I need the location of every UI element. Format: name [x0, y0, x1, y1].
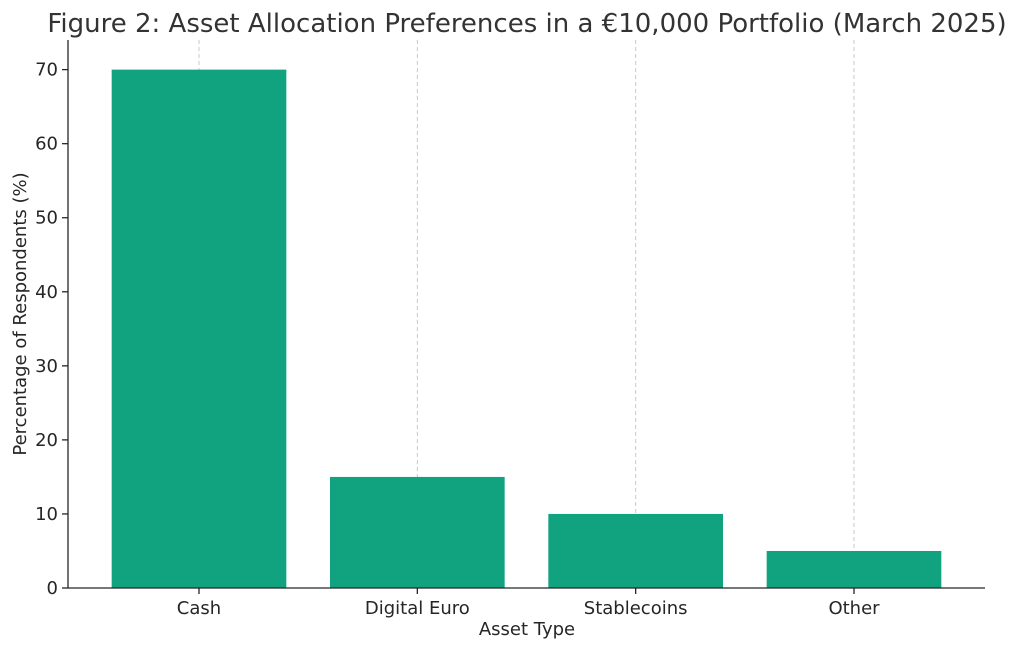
x-axis-label: Asset Type: [479, 619, 575, 640]
x-tick-label: Cash: [177, 598, 221, 619]
y-tick-label: 20: [35, 430, 58, 451]
y-axis-label: Percentage of Respondents (%): [10, 172, 31, 455]
x-tick-label: Digital Euro: [365, 598, 470, 619]
bar-cash: [111, 69, 287, 588]
y-ticks: 0 10 20 30 40 50 60 70: [35, 60, 68, 599]
y-tick-label: 40: [35, 282, 58, 303]
y-tick-label: 0: [47, 578, 58, 599]
bar-other: [766, 550, 942, 588]
x-ticks: Cash Digital Euro Stablecoins Other: [177, 588, 880, 619]
y-tick-label: 50: [35, 208, 58, 229]
y-tick-label: 30: [35, 356, 58, 377]
y-tick-label: 70: [35, 60, 58, 81]
axes: [67, 40, 985, 589]
bars: [111, 69, 942, 588]
y-tick-label: 60: [35, 134, 58, 155]
bar-digital-euro: [330, 476, 505, 588]
y-tick-label: 10: [35, 504, 58, 525]
chart-title: Figure 2: Asset Allocation Preferences i…: [47, 9, 1006, 39]
x-tick-label: Other: [828, 598, 880, 619]
grid-lines: [198, 40, 855, 588]
bar-stablecoins: [548, 513, 723, 588]
x-tick-label: Stablecoins: [584, 598, 688, 619]
